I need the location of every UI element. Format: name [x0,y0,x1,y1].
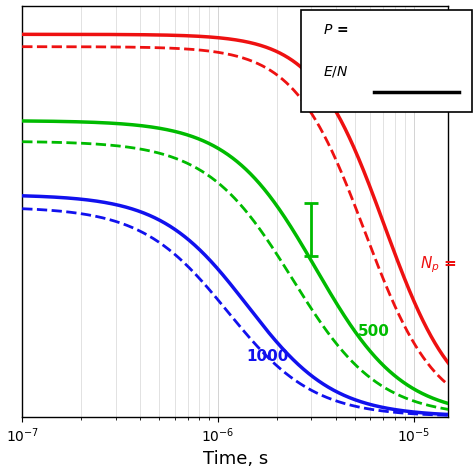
FancyBboxPatch shape [301,9,472,112]
Text: 1000: 1000 [246,349,289,364]
X-axis label: Time, s: Time, s [202,450,268,468]
Text: $P$ =: $P$ = [323,23,348,37]
Text: $N_p$ =: $N_p$ = [420,255,457,275]
Text: $E/N$: $E/N$ [323,64,348,79]
Text: 500: 500 [358,324,390,339]
